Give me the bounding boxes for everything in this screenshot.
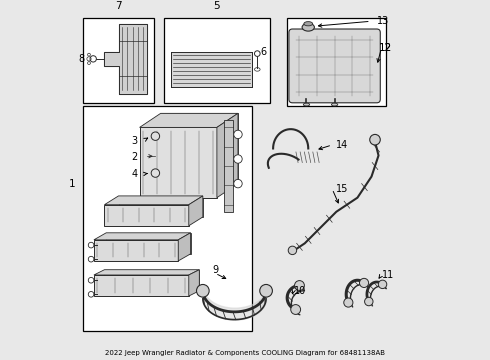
Polygon shape (94, 270, 199, 275)
Bar (224, 120, 233, 212)
Circle shape (294, 280, 304, 291)
Polygon shape (178, 233, 191, 261)
Text: 2: 2 (132, 152, 138, 162)
Circle shape (88, 292, 94, 297)
Bar (83, 106, 252, 331)
Circle shape (291, 305, 300, 314)
Circle shape (260, 284, 272, 297)
Bar (94, 275, 189, 296)
Circle shape (234, 130, 242, 139)
Bar (287, 18, 386, 106)
Text: 14: 14 (336, 140, 348, 150)
Bar (140, 127, 217, 198)
Polygon shape (94, 233, 191, 240)
Text: 13: 13 (377, 16, 389, 26)
Text: 12: 12 (379, 43, 392, 53)
Polygon shape (189, 196, 203, 226)
Text: 6: 6 (261, 47, 267, 57)
Text: 2022 Jeep Wrangler Radiator & Components COOLING Diagram for 68481138AB: 2022 Jeep Wrangler Radiator & Components… (105, 350, 385, 356)
Circle shape (88, 256, 94, 262)
Text: 3: 3 (132, 136, 138, 147)
Circle shape (344, 298, 353, 307)
Bar (171, 52, 252, 87)
Text: 1: 1 (69, 179, 75, 189)
Polygon shape (217, 113, 238, 198)
Ellipse shape (303, 103, 310, 106)
Text: 9: 9 (212, 265, 218, 275)
Text: 8: 8 (78, 54, 84, 64)
Text: 4: 4 (132, 169, 138, 179)
Circle shape (370, 134, 380, 145)
Bar (94, 240, 178, 261)
Polygon shape (104, 196, 203, 205)
Bar (104, 205, 189, 226)
Circle shape (234, 155, 242, 163)
Circle shape (90, 56, 97, 62)
Circle shape (360, 278, 368, 288)
Circle shape (288, 246, 296, 255)
Ellipse shape (304, 22, 313, 26)
Circle shape (378, 280, 387, 289)
Bar (119, 196, 203, 217)
Text: 7: 7 (115, 1, 122, 12)
Bar (104, 270, 199, 291)
Polygon shape (140, 113, 238, 127)
Ellipse shape (331, 103, 338, 106)
Text: 11: 11 (382, 270, 394, 280)
Circle shape (88, 278, 94, 283)
Text: 5: 5 (214, 1, 220, 12)
Ellipse shape (302, 23, 315, 31)
Circle shape (365, 297, 373, 306)
Text: 12: 12 (379, 43, 392, 53)
Bar (106, 233, 191, 254)
Circle shape (196, 284, 209, 297)
Text: 15: 15 (336, 184, 349, 194)
Circle shape (234, 179, 242, 188)
Bar (164, 18, 270, 103)
Polygon shape (104, 24, 147, 94)
Bar (161, 113, 238, 184)
Bar (83, 18, 154, 103)
Circle shape (254, 51, 260, 57)
Circle shape (151, 132, 160, 140)
Circle shape (88, 242, 94, 248)
Circle shape (151, 169, 160, 177)
Text: 10: 10 (294, 286, 306, 296)
FancyBboxPatch shape (289, 29, 380, 103)
Polygon shape (189, 270, 199, 296)
